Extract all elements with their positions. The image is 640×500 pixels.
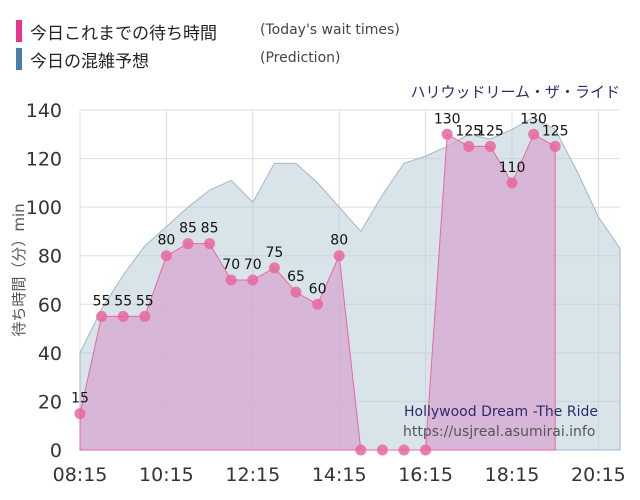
source-url: https://usjreal.asumirai.info (403, 424, 595, 440)
data-label: 70 (244, 257, 262, 273)
prediction-legend-label: 今日の混雑予想 (30, 52, 149, 72)
data-point[interactable] (117, 310, 129, 322)
data-label: 125 (477, 123, 504, 139)
data-label: 75 (265, 245, 283, 261)
ride-name-en: Hollywood Dream -The Ride (404, 404, 598, 420)
data-point[interactable] (528, 128, 540, 140)
y-axis-ticks: 0 20 40 60 80 100 120 140 (26, 100, 62, 462)
data-point[interactable] (398, 444, 410, 456)
data-point[interactable] (96, 310, 108, 322)
data-point[interactable] (463, 140, 475, 152)
today-swatch (16, 20, 22, 42)
y-tick-label: 20 (38, 391, 62, 413)
legend: 今日これまでの待ち時間 (Today's wait times) 今日の混雑予想… (8, 16, 508, 72)
data-point[interactable] (441, 128, 453, 140)
data-label: 80 (330, 233, 348, 249)
data-point[interactable] (225, 274, 237, 286)
data-point[interactable] (290, 286, 302, 298)
x-tick-label: 08:15 (53, 464, 108, 486)
data-point[interactable] (333, 250, 345, 262)
data-label: 55 (114, 293, 132, 309)
data-label: 80 (157, 233, 175, 249)
today-legend-english: (Today's wait times) (260, 22, 400, 38)
data-point[interactable] (484, 140, 496, 152)
data-point[interactable] (139, 310, 151, 322)
y-tick-label: 80 (38, 246, 62, 268)
y-tick-label: 40 (38, 343, 62, 365)
data-label: 85 (201, 221, 219, 237)
data-label: 130 (520, 111, 547, 127)
x-tick-label: 14:15 (312, 464, 367, 486)
data-point[interactable] (74, 408, 86, 420)
y-axis-label: 待ち時間（分）min (10, 203, 28, 336)
legend-item-prediction[interactable]: 今日の混雑予想 (Prediction) (8, 44, 508, 72)
x-tick-label: 18:15 (485, 464, 540, 486)
y-tick-label: 60 (38, 294, 62, 316)
data-label: 60 (309, 281, 327, 297)
data-label: 55 (136, 293, 154, 309)
data-label: 15 (71, 391, 89, 407)
ride-name-jp: ハリウッドリーム・ザ・ライド (410, 83, 620, 101)
data-label: 55 (93, 293, 111, 309)
x-tick-label: 20:15 (571, 464, 626, 486)
today-legend-label: 今日これまでの待ち時間 (30, 24, 217, 44)
x-axis-ticks: 08:15 10:15 12:15 14:15 16:15 18:15 20:15 (53, 464, 626, 486)
data-label: 65 (287, 269, 305, 285)
x-tick-label: 10:15 (139, 464, 194, 486)
data-point[interactable] (204, 238, 216, 250)
data-point[interactable] (247, 274, 259, 286)
data-label: 110 (499, 160, 526, 176)
prediction-swatch (16, 48, 22, 70)
data-label: 70 (222, 257, 240, 273)
data-label: 125 (455, 123, 482, 139)
data-point[interactable] (376, 444, 388, 456)
data-point[interactable] (549, 140, 561, 152)
legend-item-today[interactable]: 今日これまでの待ち時間 (Today's wait times) (8, 16, 508, 44)
y-tick-label: 120 (26, 149, 62, 171)
data-label: 85 (179, 221, 197, 237)
y-tick-label: 100 (26, 197, 62, 219)
y-tick-label: 0 (50, 440, 62, 462)
data-point[interactable] (355, 444, 367, 456)
data-point[interactable] (182, 238, 194, 250)
data-point[interactable] (420, 444, 432, 456)
data-point[interactable] (160, 250, 172, 262)
today-area (79, 133, 556, 451)
prediction-legend-english: (Prediction) (260, 50, 341, 66)
data-point[interactable] (506, 177, 518, 189)
data-label: 130 (434, 111, 461, 127)
data-label: 125 (542, 123, 569, 139)
x-tick-label: 16:15 (398, 464, 453, 486)
y-tick-label: 140 (26, 100, 62, 122)
data-point[interactable] (312, 298, 324, 310)
data-point[interactable] (268, 262, 280, 274)
x-tick-label: 12:15 (225, 464, 280, 486)
today-points (74, 128, 561, 456)
